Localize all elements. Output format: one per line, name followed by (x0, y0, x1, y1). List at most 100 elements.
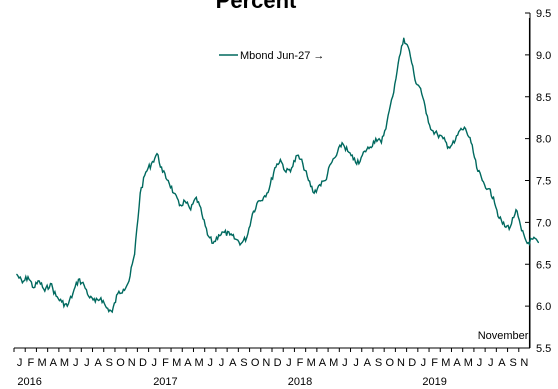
x-month-label: F (27, 357, 34, 369)
series-point (453, 142, 455, 144)
series-point (521, 230, 523, 232)
x-month-label: J (477, 357, 483, 369)
x-year-label: 2017 (153, 376, 177, 388)
x-year-label: 2019 (422, 376, 446, 388)
series-point (201, 213, 203, 215)
series-point (414, 79, 416, 81)
series-point (464, 128, 467, 130)
series-point (425, 112, 427, 115)
series-point (302, 163, 304, 165)
series-point (285, 171, 287, 173)
x-month-label: D (274, 357, 282, 369)
series-point (492, 196, 495, 198)
november-annotation: November (478, 330, 529, 342)
series-point (150, 163, 152, 165)
x-month-label: D (139, 357, 147, 369)
series-point (16, 273, 18, 275)
x-month-label: S (375, 357, 382, 369)
x-year-label: 2018 (288, 376, 312, 388)
x-month-label: O (116, 357, 125, 369)
series-point (100, 297, 102, 299)
x-month-label: J (488, 357, 494, 369)
x-month-label: J (421, 357, 427, 369)
series-point (397, 62, 399, 64)
series-point (408, 50, 410, 52)
series-point (532, 238, 534, 240)
series-point (61, 301, 63, 303)
y-tick-label: 9.5 (536, 8, 551, 20)
series-point (246, 236, 248, 238)
x-month-label: J (208, 357, 214, 369)
x-month-label: S (240, 357, 247, 369)
series-point (257, 200, 259, 202)
x-month-label: J (17, 357, 23, 369)
x-month-label: M (195, 357, 204, 369)
series-point (89, 297, 91, 299)
y-tick-label: 5.5 (536, 343, 551, 355)
series-point (291, 167, 293, 169)
x-month-label: A (229, 357, 237, 369)
series-point (324, 179, 326, 182)
x-month-label: A (94, 357, 102, 369)
x-month-label: A (364, 357, 372, 369)
series-point (55, 295, 57, 297)
series-point (481, 179, 483, 182)
series-point (234, 238, 237, 240)
series-point (386, 121, 388, 123)
series-points (16, 37, 540, 313)
series-point (178, 205, 181, 207)
x-month-label: O (251, 357, 260, 369)
series-point (173, 192, 175, 194)
x-month-label: F (431, 357, 438, 369)
year-labels: 2016 2017 2018 2019 (17, 376, 447, 388)
series-point (431, 129, 433, 131)
x-month-label: N (128, 357, 136, 369)
x-month-label: A (319, 357, 327, 369)
x-month-label: J (84, 357, 90, 369)
series-point (83, 284, 85, 286)
series-point (49, 282, 52, 285)
x-month-label: A (498, 357, 506, 369)
series-point (448, 146, 450, 148)
series-point (128, 280, 130, 282)
x-month-label: F (162, 357, 169, 369)
legend: Mbond Jun-27 → (219, 50, 324, 62)
series-point (537, 241, 540, 244)
x-month-label: M (172, 357, 181, 369)
y-tick-label: 9.0 (536, 50, 551, 62)
x-month-label: A (184, 357, 192, 369)
series-point (27, 276, 29, 278)
x-month-label: J (219, 357, 225, 369)
series-point (240, 242, 242, 244)
series-point (77, 278, 80, 280)
x-month-label: M (60, 357, 69, 369)
series-point (313, 192, 315, 194)
series-point (218, 234, 220, 236)
series-point (33, 287, 35, 289)
y-tick-label: 8.5 (536, 92, 551, 104)
series-point (94, 301, 96, 303)
y-tick-label: 8.0 (536, 134, 551, 146)
series-point (66, 305, 68, 307)
x-month-label: M (441, 357, 450, 369)
series-point (341, 142, 343, 144)
x-month-label: S (510, 357, 517, 369)
series-point (184, 200, 186, 202)
x-month-label: F (297, 357, 304, 369)
series-point (72, 293, 74, 295)
series-point (44, 290, 46, 292)
series-point (156, 153, 158, 155)
x-month-label: M (307, 357, 316, 369)
x-month-label: M (37, 357, 46, 369)
series-point (330, 163, 332, 165)
series-point (358, 163, 360, 165)
series-point (470, 142, 472, 144)
series-point (369, 146, 371, 148)
series-point (352, 159, 354, 161)
series-point (139, 192, 141, 194)
series-point (515, 209, 517, 211)
series-point (134, 253, 136, 255)
series-point (206, 234, 209, 236)
series-point (263, 196, 265, 198)
